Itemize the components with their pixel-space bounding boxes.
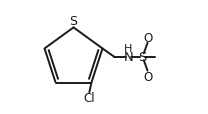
Text: O: O <box>144 32 153 44</box>
Text: H: H <box>124 44 132 54</box>
Text: N: N <box>123 51 133 64</box>
Text: Cl: Cl <box>84 91 95 104</box>
Text: S: S <box>139 51 147 64</box>
Text: O: O <box>144 70 153 83</box>
Text: S: S <box>69 15 78 28</box>
